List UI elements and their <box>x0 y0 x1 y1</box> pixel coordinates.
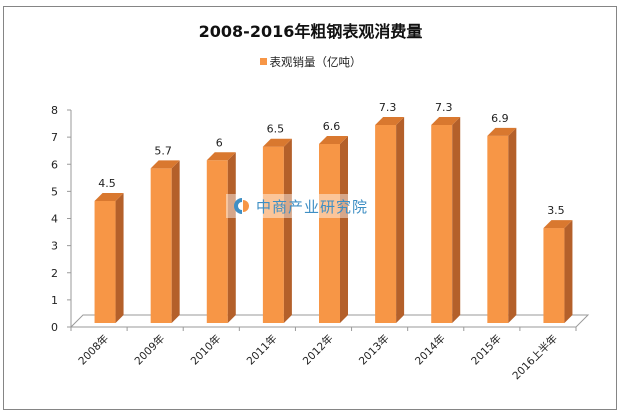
y-tick-label: 4 <box>51 213 58 226</box>
x-category-label: 2008年 <box>76 332 112 368</box>
bar <box>375 116 405 323</box>
bar <box>431 116 461 323</box>
y-tick-label: 1 <box>51 294 58 307</box>
watermark-logo-icon <box>234 198 249 214</box>
data-label: 3.5 <box>547 204 565 217</box>
data-label: 6 <box>216 136 223 149</box>
bar <box>543 220 573 323</box>
data-label: 4.5 <box>98 177 116 190</box>
watermark-text: 中商产业研究院 <box>256 197 369 216</box>
y-tick-label: 0 <box>51 321 58 334</box>
x-category-label: 2010年 <box>188 332 224 368</box>
chart-title: 2008-2016年粗钢表观消费量 <box>198 22 423 41</box>
data-label: 6.9 <box>491 112 509 125</box>
bar <box>206 152 236 323</box>
y-tick-label: 2 <box>51 267 58 280</box>
x-category-label: 2011年 <box>244 332 280 368</box>
x-category-label: 2016上半年 <box>510 332 560 382</box>
legend: 表观销量（亿吨） <box>0 54 621 70</box>
bar <box>262 138 292 323</box>
legend-label: 表观销量（亿吨） <box>269 55 362 69</box>
legend-swatch-icon <box>259 58 267 65</box>
data-label: 6.6 <box>323 120 341 133</box>
bar <box>94 192 124 323</box>
y-tick-label: 7 <box>51 131 58 144</box>
y-tick-label: 3 <box>51 240 58 253</box>
bar <box>319 135 348 323</box>
data-label: 6.5 <box>267 123 285 136</box>
data-label: 7.3 <box>435 101 453 114</box>
y-tick-label: 5 <box>51 185 58 198</box>
watermark: 中商产业研究院 <box>226 194 375 218</box>
x-category-label: 2014年 <box>412 332 448 368</box>
bar <box>150 160 180 323</box>
x-category-label: 2012年 <box>300 332 336 368</box>
x-category-label: 2013年 <box>356 332 392 368</box>
bar <box>487 127 517 324</box>
data-label: 5.7 <box>154 144 172 157</box>
y-tick-label: 8 <box>51 104 58 117</box>
data-label: 7.3 <box>379 101 397 114</box>
x-category-label: 2009年 <box>132 332 168 368</box>
x-category-label: 2015年 <box>468 332 504 368</box>
y-tick-label: 6 <box>51 158 58 171</box>
